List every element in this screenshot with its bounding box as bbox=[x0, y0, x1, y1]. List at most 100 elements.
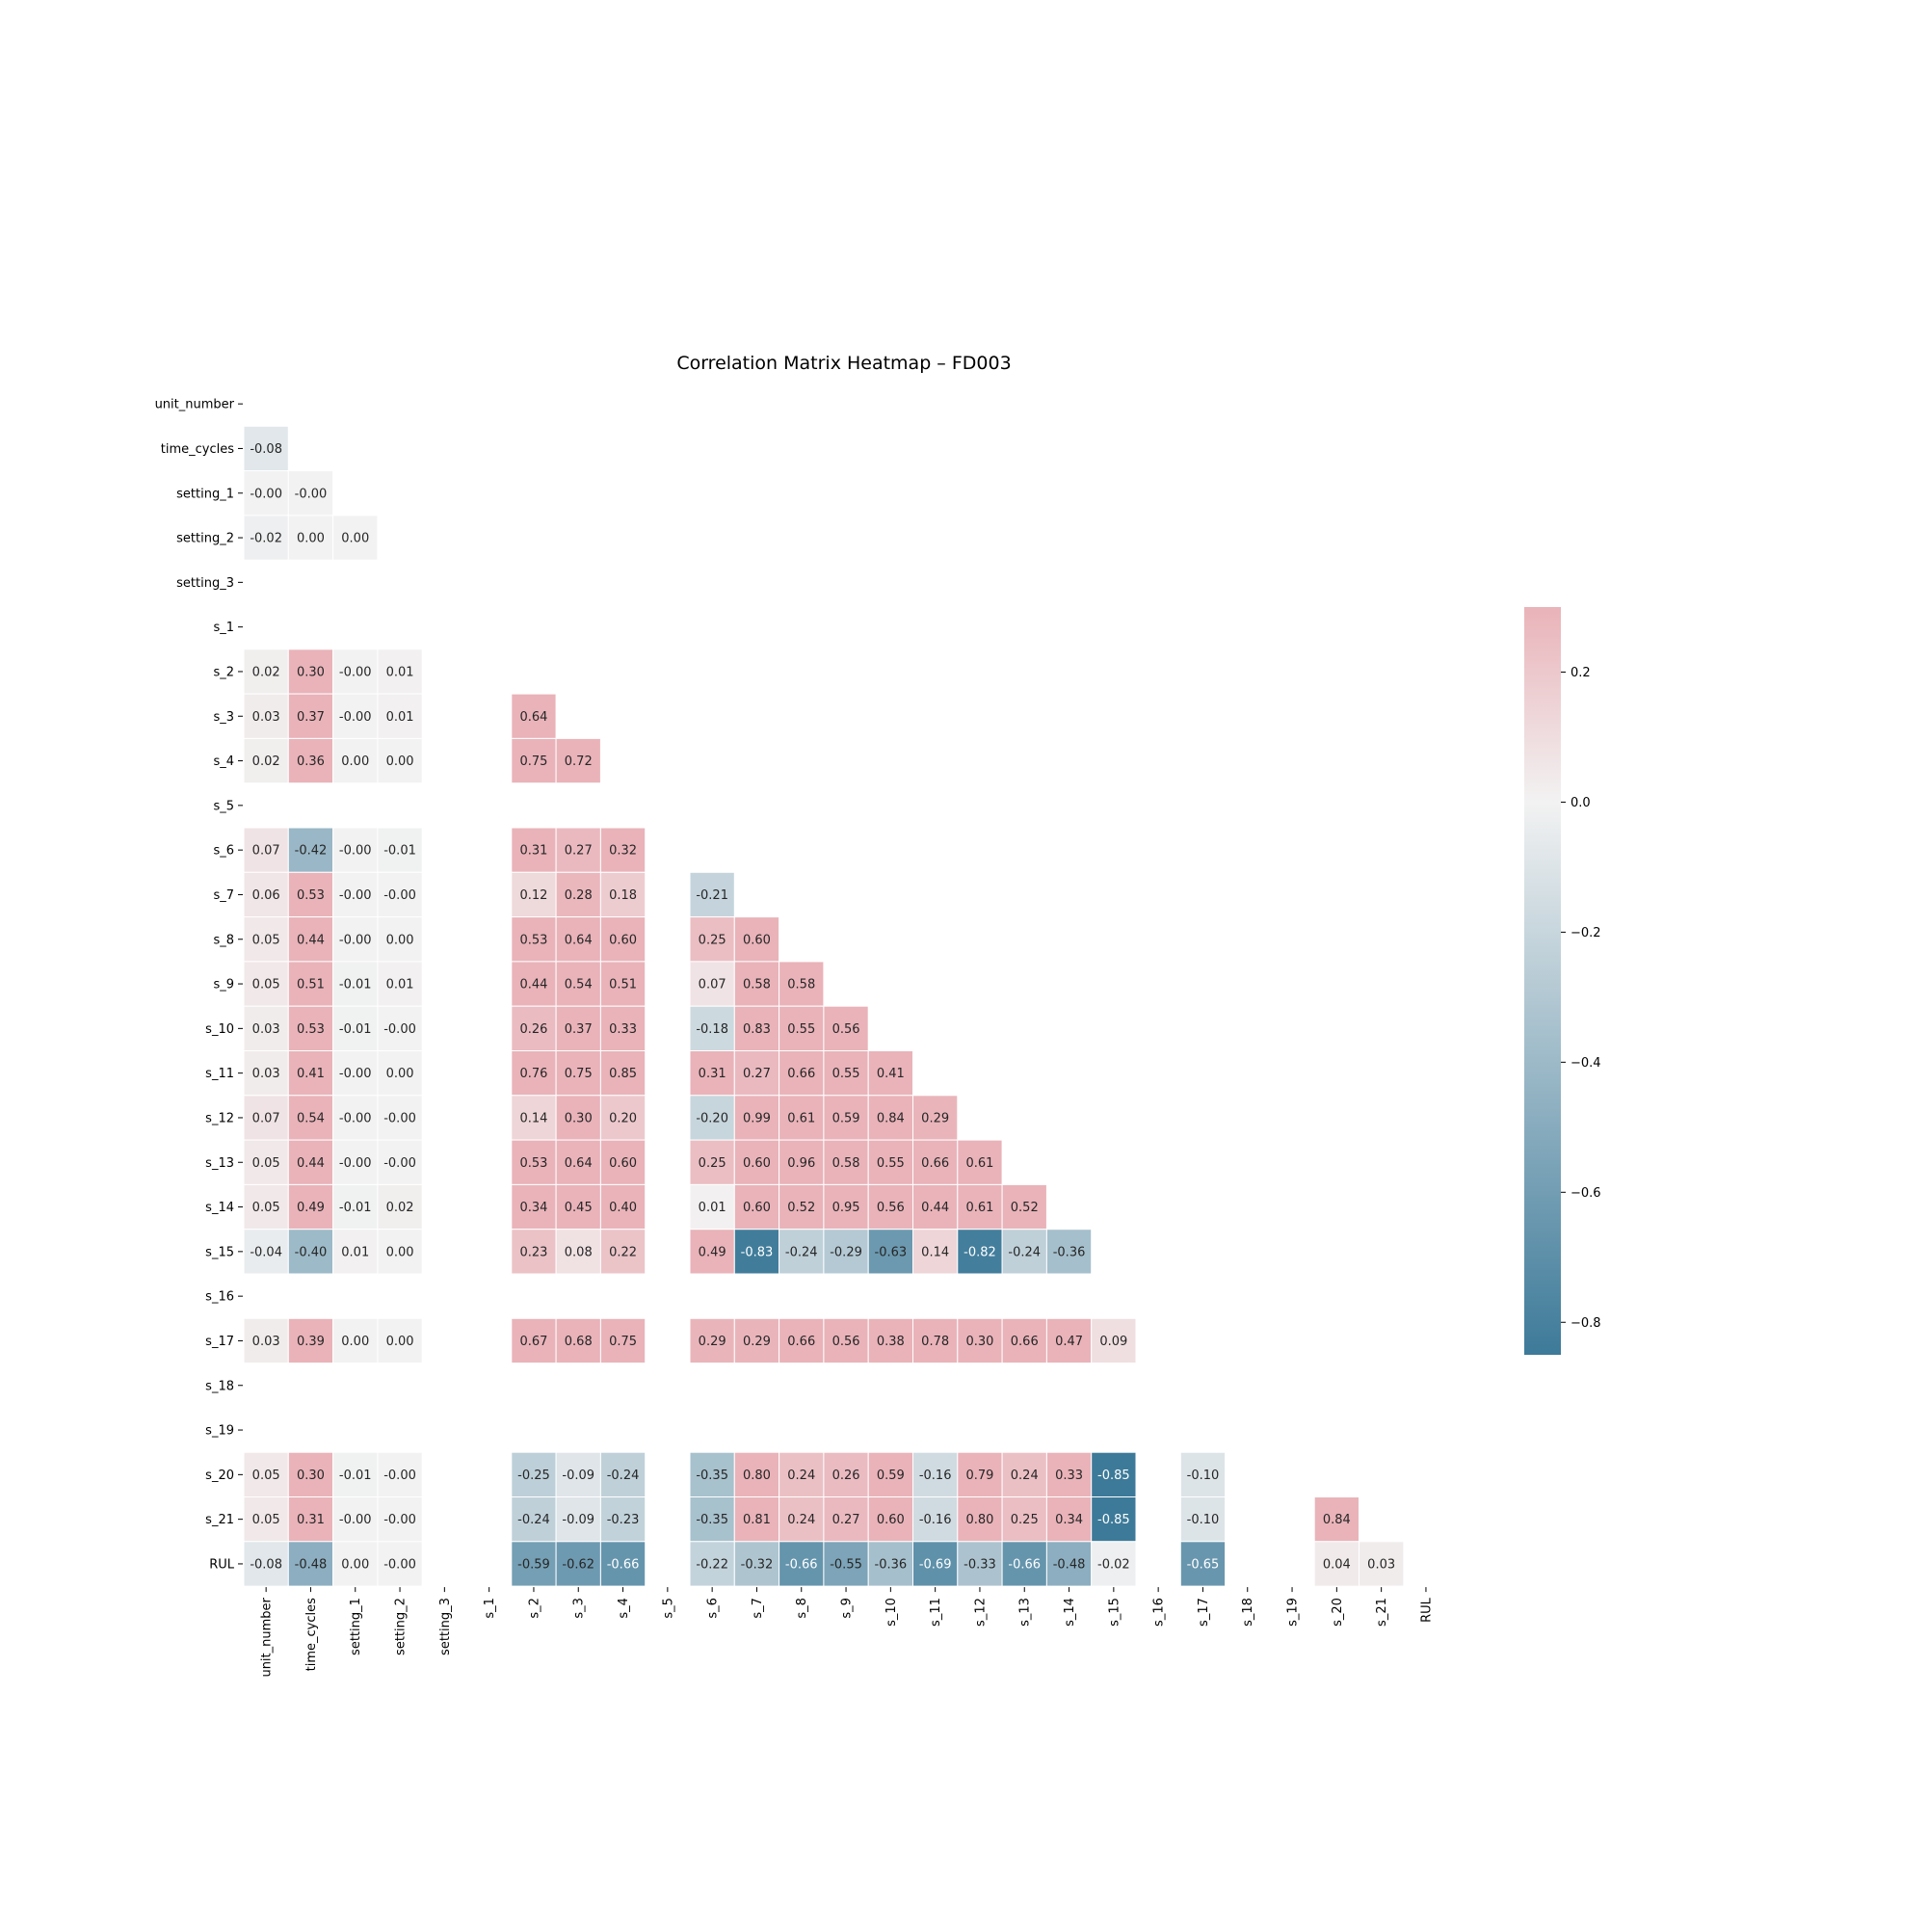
heatmap-cell-s_15-s_4 bbox=[599, 1229, 647, 1275]
cell-value-label: -0.32 bbox=[741, 1557, 774, 1572]
cell-value-label: 0.25 bbox=[699, 933, 726, 947]
heatmap-cell-RUL-s_4 bbox=[599, 1541, 647, 1587]
cell-value-label: -0.08 bbox=[250, 1557, 282, 1572]
cell-value-label: 0.29 bbox=[743, 1335, 771, 1349]
cell-value-label: -0.24 bbox=[607, 1469, 640, 1483]
x-tick-label-unit_number: unit_number bbox=[260, 1597, 275, 1677]
cell-value-label: 0.31 bbox=[297, 1513, 325, 1527]
cell-value-label: 0.54 bbox=[297, 1111, 325, 1125]
cell-value-label: 0.00 bbox=[386, 1245, 414, 1259]
heatmap-cell-s_7-setting_1 bbox=[332, 871, 379, 918]
cell-value-label: 0.07 bbox=[252, 1111, 280, 1125]
cell-value-label: 0.49 bbox=[297, 1201, 325, 1215]
cell-value-label: 0.24 bbox=[787, 1469, 815, 1483]
cell-value-label: 0.08 bbox=[565, 1245, 593, 1259]
cell-value-label: 0.58 bbox=[787, 978, 815, 992]
heatmap-cell-s_10-s_9 bbox=[823, 1005, 869, 1051]
cell-value-label: 0.14 bbox=[921, 1245, 949, 1259]
heatmap-cell-RUL-s_15 bbox=[1091, 1541, 1137, 1587]
cell-value-label: -0.36 bbox=[1053, 1245, 1086, 1259]
x-tick-label-RUL: RUL bbox=[1419, 1597, 1434, 1623]
colorbar-tick-label: 0.2 bbox=[1571, 666, 1591, 680]
heatmap-cell-s_12-setting_1 bbox=[332, 1095, 379, 1141]
heatmap-cell-s_15-s_10 bbox=[867, 1229, 914, 1275]
cell-value-label: -0.55 bbox=[830, 1557, 862, 1572]
x-tick-label-s_1: s_1 bbox=[483, 1598, 497, 1619]
cell-value-label: -0.16 bbox=[919, 1469, 952, 1483]
cell-value-label: 0.34 bbox=[519, 1201, 547, 1215]
heatmap-cell-s_17-time_cycles bbox=[287, 1317, 334, 1364]
heatmap-cell-s_20-s_8 bbox=[779, 1451, 825, 1497]
heatmap-cell-s_14-time_cycles bbox=[287, 1183, 334, 1231]
heatmap-cell-RUL-setting_1 bbox=[332, 1541, 379, 1587]
heatmap-cell-s_17-s_14 bbox=[1045, 1317, 1093, 1364]
cell-value-label: 0.30 bbox=[297, 1469, 325, 1483]
cell-value-label: 0.31 bbox=[699, 1067, 726, 1081]
cell-value-label: 0.56 bbox=[832, 1335, 860, 1349]
y-tick-label-setting_1: setting_1 bbox=[176, 487, 234, 501]
heatmap-cell-s_17-s_3 bbox=[555, 1317, 601, 1364]
heatmap-cell-s_17-s_7 bbox=[733, 1317, 780, 1364]
heatmap-cell-s_11-s_7 bbox=[733, 1050, 780, 1097]
heatmap-cell-s_13-s_12 bbox=[957, 1139, 1003, 1185]
heatmap-cell-s_21-s_8 bbox=[779, 1496, 825, 1543]
heatmap-cell-s_15-s_9 bbox=[823, 1229, 869, 1275]
cell-value-label: 0.02 bbox=[252, 665, 280, 679]
cell-value-label: 0.34 bbox=[1055, 1513, 1083, 1527]
cell-value-label: 0.30 bbox=[565, 1111, 593, 1125]
cell-value-label: 0.12 bbox=[519, 888, 547, 903]
heatmap-cell-s_15-setting_1 bbox=[332, 1229, 379, 1275]
y-tick-label-s_18: s_18 bbox=[205, 1379, 234, 1393]
x-axis-labels: unit_number time_cycles setting_1 setting_2… bbox=[260, 1587, 1434, 1678]
heatmap-cell-s_20-s_4 bbox=[599, 1451, 647, 1497]
heatmap-cell-s_13-s_7 bbox=[733, 1139, 780, 1185]
cell-value-label: 0.05 bbox=[252, 1513, 280, 1527]
colorbar-tick-label: −0.6 bbox=[1571, 1186, 1601, 1201]
y-tick-label-s_7: s_7 bbox=[213, 888, 234, 903]
cell-value-label: 0.00 bbox=[341, 754, 369, 769]
cell-value-label: 0.01 bbox=[386, 665, 414, 679]
cell-value-label: 0.75 bbox=[565, 1067, 593, 1081]
heatmap-cell-s_11-s_4 bbox=[599, 1050, 647, 1097]
cell-value-label: 0.27 bbox=[832, 1513, 860, 1527]
heatmap-cell-s_9-s_7 bbox=[733, 961, 780, 1007]
cell-value-label: 0.75 bbox=[609, 1335, 637, 1349]
cell-value-label: 0.18 bbox=[609, 888, 637, 903]
heatmap-cell-s_21-time_cycles bbox=[287, 1496, 334, 1543]
cell-value-label: 0.45 bbox=[565, 1201, 593, 1215]
heatmap-cell-s_10-s_7 bbox=[733, 1005, 780, 1051]
heatmap-cell-RUL-s_17 bbox=[1179, 1541, 1227, 1587]
y-tick-label-s_10: s_10 bbox=[205, 1022, 234, 1037]
heatmap-cell-s_8-s_4 bbox=[599, 916, 647, 963]
cell-value-label: -0.00 bbox=[339, 1156, 372, 1171]
heatmap-cell-s_21-s_9 bbox=[823, 1496, 869, 1543]
cell-value-label: -0.63 bbox=[875, 1245, 908, 1259]
cell-value-label: 0.40 bbox=[609, 1201, 637, 1215]
cell-value-label: -0.00 bbox=[383, 1469, 416, 1483]
cell-value-label: 0.51 bbox=[297, 978, 325, 992]
cell-value-label: 0.60 bbox=[743, 933, 771, 947]
cell-value-label: -0.00 bbox=[339, 888, 372, 903]
heatmap-cell-s_17-s_8 bbox=[779, 1317, 825, 1364]
heatmap-cell-s_3-setting_2 bbox=[377, 693, 423, 739]
x-tick-label-s_16: s_16 bbox=[1152, 1598, 1167, 1627]
cell-value-label: 0.66 bbox=[787, 1067, 815, 1081]
heatmap-cell-s_20-setting_2 bbox=[377, 1451, 423, 1497]
cell-value-label: 0.03 bbox=[1367, 1557, 1395, 1572]
cell-value-label: 0.52 bbox=[1011, 1201, 1039, 1215]
heatmap-cell-RUL-s_3 bbox=[555, 1541, 601, 1587]
heatmap-cell-s_10-unit_number bbox=[243, 1005, 289, 1051]
x-tick-label-time_cycles: time_cycles bbox=[304, 1598, 319, 1671]
cell-value-label: 0.01 bbox=[699, 1201, 726, 1215]
heatmap-cell-RUL-setting_2 bbox=[377, 1541, 423, 1587]
cell-value-label: 0.55 bbox=[787, 1022, 815, 1037]
colorbar-tick-label: 0.0 bbox=[1571, 796, 1591, 810]
cell-value-label: 0.61 bbox=[965, 1156, 993, 1171]
heatmap-cell-s_14-s_2 bbox=[511, 1183, 557, 1231]
y-axis-labels: unit_number time_cycles setting_1 setting_2… bbox=[155, 398, 243, 1572]
cell-value-label: 0.03 bbox=[252, 1335, 280, 1349]
cell-value-label: 0.53 bbox=[297, 888, 325, 903]
cell-value-label: 0.39 bbox=[297, 1335, 325, 1349]
heatmap-cell-s_4-s_3 bbox=[555, 737, 601, 784]
heatmap-cell-s_13-s_9 bbox=[823, 1139, 869, 1185]
